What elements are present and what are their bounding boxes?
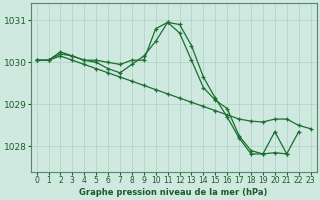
X-axis label: Graphe pression niveau de la mer (hPa): Graphe pression niveau de la mer (hPa) <box>79 188 268 197</box>
